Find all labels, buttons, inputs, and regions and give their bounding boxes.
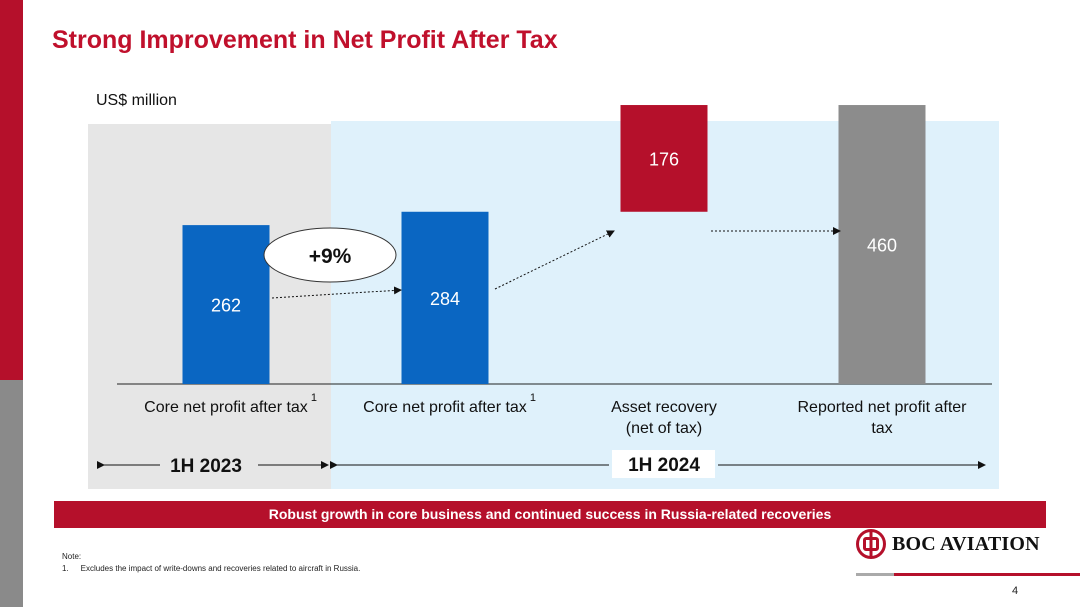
category-label: Core net profit after tax	[363, 399, 527, 416]
boc-logo-icon	[856, 529, 886, 559]
category-label: Core net profit after tax	[144, 399, 308, 416]
note-item: 1. Excludes the impact of write-downs an…	[62, 563, 360, 575]
note-text: Excludes the impact of write-downs and r…	[80, 564, 361, 573]
bar-3	[620, 105, 708, 212]
slide-title: Strong Improvement in Net Profit After T…	[52, 26, 558, 54]
period-2-label: 1H 2024	[628, 455, 700, 476]
boc-aviation-logo: BOC AVIATION	[856, 529, 1040, 559]
footnote: Note: 1. Excludes the impact of write-do…	[62, 551, 360, 575]
logo-underline-grey	[856, 573, 894, 576]
category-label: Reported net profit after tax	[798, 399, 968, 437]
bar-value-label: 284	[430, 289, 460, 309]
footnote-marker: 1	[530, 392, 536, 404]
bar-2	[401, 211, 489, 384]
note-number: 1.	[62, 564, 69, 573]
page-number: 4	[1012, 585, 1019, 597]
period-2-label-bg	[612, 450, 715, 478]
summary-banner: Robust growth in core business and conti…	[54, 501, 1046, 528]
growth-label: +9%	[309, 245, 352, 268]
arrow-2023-to-2024	[271, 286, 402, 299]
side-accent-red	[0, 0, 23, 380]
footnote-marker: 1	[311, 392, 317, 404]
logo-text: BOC AVIATION	[892, 532, 1040, 555]
logo-underline-red	[894, 573, 1080, 576]
side-accent-grey	[0, 380, 23, 607]
bar-value-label: 262	[211, 296, 241, 316]
period-1-label: 1H 2023	[170, 456, 242, 477]
unit-label: US$ million	[96, 92, 177, 109]
bar-1	[182, 225, 270, 384]
bar-value-label: 460	[867, 236, 897, 256]
growth-ellipse	[263, 227, 397, 283]
bar-value-label: 176	[649, 149, 679, 169]
category-label: Asset recovery (net of tax)	[611, 399, 717, 437]
arrow-to-asset-recovery	[494, 230, 615, 290]
note-title: Note:	[62, 552, 82, 561]
bar-4	[838, 105, 926, 384]
